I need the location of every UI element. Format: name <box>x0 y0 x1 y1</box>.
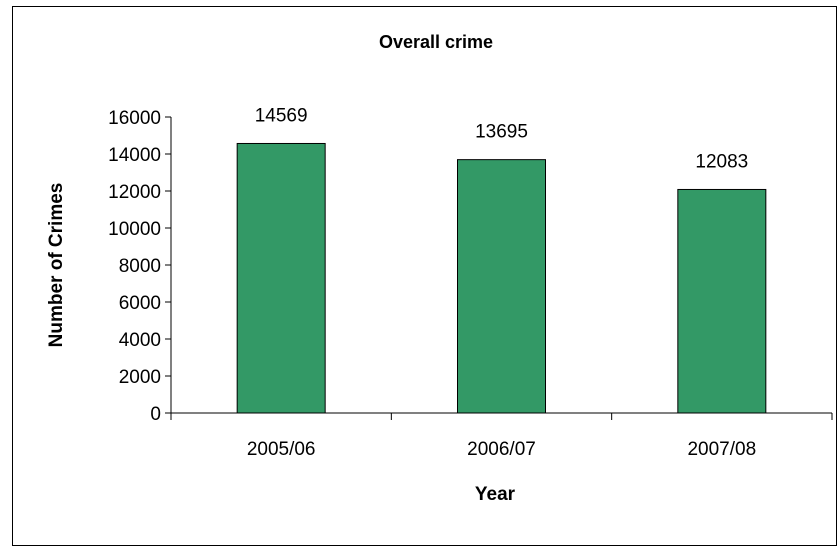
data-label: 14569 <box>255 105 308 126</box>
y-tick-label: 0 <box>150 404 161 425</box>
data-label: 13695 <box>475 122 528 143</box>
bar <box>677 188 767 414</box>
x-tick-label: 2006/07 <box>467 439 536 460</box>
x-tick-label: 2005/06 <box>247 439 316 460</box>
y-tick-label: 4000 <box>119 330 161 351</box>
y-tick-label: 12000 <box>108 182 161 203</box>
y-axis-title: Number of Crimes <box>46 183 67 348</box>
y-tick-label: 6000 <box>119 293 161 314</box>
y-tick-label: 8000 <box>119 256 161 277</box>
x-axis-title: Year <box>475 484 516 505</box>
data-label: 12083 <box>695 151 748 172</box>
x-tick-label: 2007/08 <box>687 439 756 460</box>
plot-area: 0 2000 4000 6000 8000 10000 12000 14000 16000 145… <box>108 105 833 460</box>
bar-chart: Overall crime Year Number of Crimes 0 200… <box>46 32 833 505</box>
y-tick-label: 14000 <box>108 145 161 166</box>
chart-title: Overall crime <box>379 32 493 52</box>
y-tick-label: 2000 <box>119 367 161 388</box>
bar <box>457 159 546 414</box>
y-tick-label: 10000 <box>108 219 161 240</box>
bar <box>236 142 326 414</box>
y-tick-label: 16000 <box>108 108 161 129</box>
